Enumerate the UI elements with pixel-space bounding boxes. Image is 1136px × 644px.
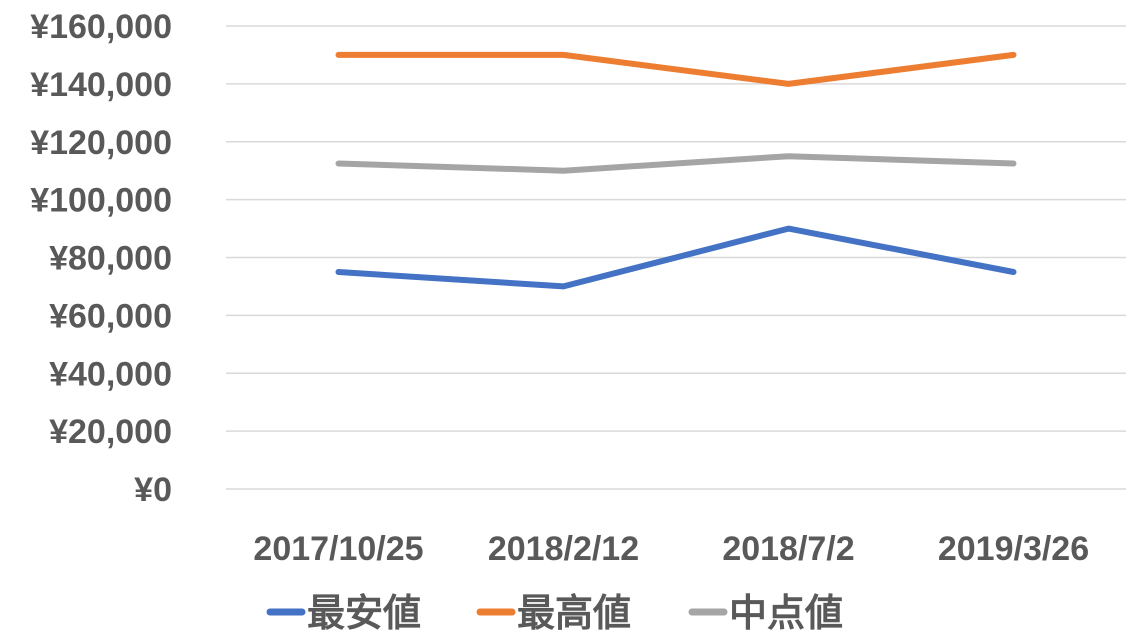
x-tick-label: 2019/3/26 [938, 530, 1089, 568]
y-tick-label: ¥60,000 [49, 297, 172, 335]
legend-item: 最安値 [266, 591, 421, 635]
y-tick-label: ¥0 [134, 471, 172, 509]
series-lines [335, 51, 1017, 290]
series-line-2 [335, 153, 1017, 174]
series-line-1 [335, 51, 1017, 87]
y-tick-label: ¥80,000 [49, 240, 172, 278]
y-tick-label: ¥20,000 [49, 413, 172, 451]
y-tick-label: ¥40,000 [49, 355, 172, 393]
y-tick-label: ¥160,000 [30, 8, 172, 46]
series-line-0 [335, 225, 1017, 290]
x-tick-label: 2018/7/2 [722, 530, 854, 568]
y-axis-tick-labels: ¥0 ¥20,000 ¥40,000 ¥60,000 ¥80,000 ¥100,000 ¥1… [30, 8, 172, 509]
y-tick-label: ¥140,000 [30, 66, 172, 104]
y-tick-label: ¥120,000 [30, 124, 172, 162]
legend-label: 最高値 [517, 591, 631, 635]
x-tick-label: 2018/2/12 [488, 530, 639, 568]
x-axis-tick-labels: 2017/10/25 2018/2/12 2018/7/2 2019/3/26 [253, 530, 1089, 568]
legend-item: 中点値 [688, 591, 843, 635]
x-tick-label: 2017/10/25 [253, 530, 423, 568]
legend: 最安値 最高値 中点値 [266, 591, 843, 635]
legend-label: 中点値 [729, 591, 843, 635]
y-tick-label: ¥100,000 [30, 182, 172, 220]
legend-item: 最高値 [476, 591, 631, 635]
legend-label: 最安値 [307, 591, 421, 635]
